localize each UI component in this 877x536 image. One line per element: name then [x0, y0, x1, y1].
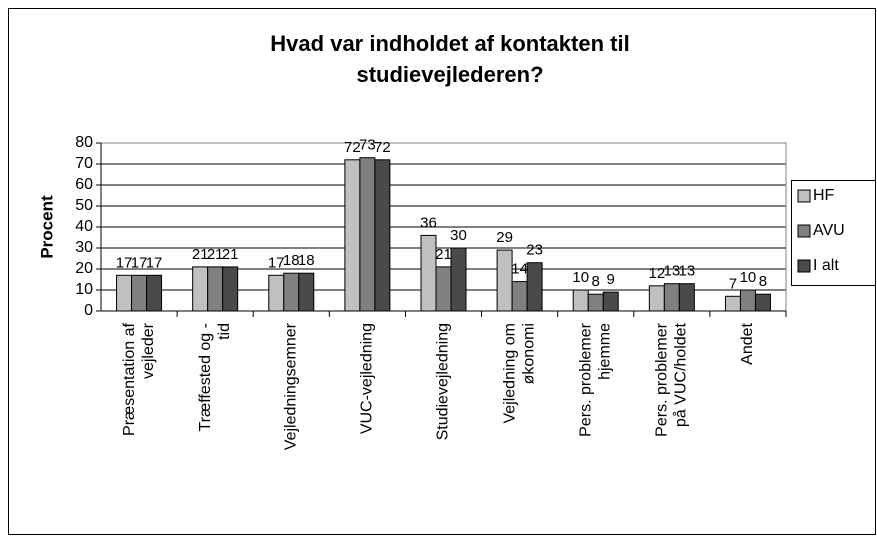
data-label: 13: [678, 263, 695, 280]
bar: [420, 234, 437, 312]
bar: [207, 266, 224, 312]
bar: [648, 285, 665, 312]
data-label: 7: [729, 275, 737, 292]
x-tick-label: på VUC/holdet: [672, 322, 690, 427]
data-label: 9: [607, 271, 615, 288]
data-label: 21: [207, 246, 224, 263]
bar: [496, 249, 513, 312]
x-tick-label: vejleder: [140, 322, 157, 379]
data-label: 18: [283, 252, 300, 269]
y-tick-label: 20: [75, 260, 93, 277]
data-label: 23: [526, 242, 543, 259]
y-tick-label: 40: [75, 218, 93, 235]
data-label: 12: [648, 265, 665, 282]
y-tick-label: 60: [75, 176, 93, 193]
y-tick-label: 0: [84, 302, 93, 319]
legend-swatch: [797, 224, 811, 238]
data-label: 14: [511, 261, 528, 278]
data-label: 8: [592, 273, 600, 290]
data-label: 73: [359, 137, 376, 154]
bar: [450, 247, 467, 312]
x-tick-label: Andet: [739, 322, 756, 364]
bar: [192, 266, 209, 312]
legend-swatch: [797, 259, 811, 273]
x-tick-label: Præsentation af: [121, 322, 138, 436]
data-label: 21: [435, 246, 452, 263]
chart-title: studievejlederen?: [356, 62, 543, 87]
x-tick-label: hjemme: [596, 323, 613, 380]
x-tick-label: tid: [216, 323, 233, 340]
bar: [511, 281, 528, 312]
x-tick-label: Pers. problemer: [654, 322, 671, 436]
data-label: 17: [116, 254, 133, 271]
x-tick-label: økonomi: [520, 323, 537, 384]
data-label: 29: [496, 229, 513, 246]
data-label: 13: [663, 263, 680, 280]
bar: [131, 274, 148, 312]
bar: [587, 293, 604, 312]
data-label: 21: [222, 246, 239, 263]
bar: [724, 295, 741, 312]
bar: [359, 157, 376, 312]
x-tick-label: Vejledningsemner: [282, 322, 299, 450]
x-tick-label: Studievejledning: [435, 323, 452, 440]
bar: [116, 274, 133, 312]
bar: [374, 159, 391, 312]
data-label: 17: [146, 254, 163, 271]
legend-label: AVU: [813, 222, 845, 239]
legend-swatch: [797, 189, 811, 203]
legend-label: HF: [813, 187, 835, 204]
legend-label: I alt: [813, 257, 839, 274]
bar: [298, 272, 315, 312]
y-tick-label: 50: [75, 197, 93, 214]
y-axis-label: Procent: [37, 195, 56, 259]
data-label: 21: [192, 246, 209, 263]
bar: [572, 289, 589, 312]
data-label: 30: [450, 227, 467, 244]
data-label: 36: [420, 214, 437, 231]
data-label: 18: [298, 252, 315, 269]
bar: [526, 262, 543, 312]
x-tick-label: Pers. problemer: [577, 322, 594, 436]
y-tick-label: 70: [75, 155, 93, 172]
bar: [754, 293, 771, 312]
x-tick-label: VUC-vejledning: [359, 323, 376, 434]
bar: [739, 289, 756, 312]
bar: [602, 291, 619, 312]
bar: [283, 272, 300, 312]
y-tick-label: 30: [75, 239, 93, 256]
y-tick-label: 10: [75, 281, 93, 298]
data-label: 72: [374, 139, 391, 156]
x-tick-label: Træffested og -: [197, 323, 214, 432]
bar: [435, 266, 452, 312]
chart-title: Hvad var indholdet af kontakten til: [270, 31, 629, 56]
data-label: 17: [131, 254, 148, 271]
bar: [678, 283, 695, 312]
bar: [663, 283, 680, 312]
bar: [222, 266, 239, 312]
data-label: 17: [268, 254, 285, 271]
x-tick-label: Vejledning om: [501, 323, 518, 424]
data-label: 10: [572, 269, 589, 286]
y-tick-label: 80: [75, 134, 93, 151]
bar: [268, 274, 285, 312]
data-label: 72: [344, 139, 361, 156]
data-label: 8: [759, 273, 767, 290]
data-label: 10: [740, 269, 757, 286]
bar: [146, 274, 163, 312]
bar: [344, 159, 361, 312]
